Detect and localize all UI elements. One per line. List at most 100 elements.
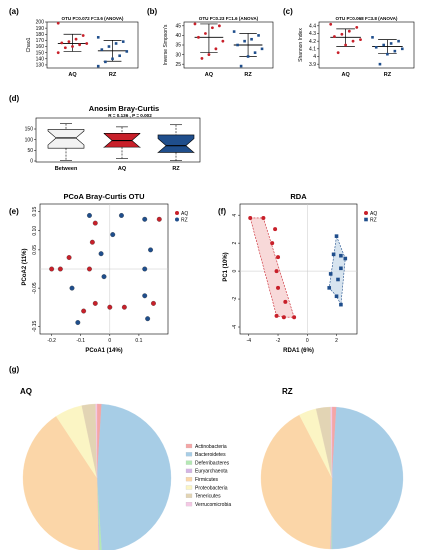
data-point-aq-a — [74, 37, 78, 41]
data-point-rz-f — [334, 294, 339, 299]
data-point-rz-a — [114, 42, 118, 45]
x-tick-label-f: -2 — [276, 338, 281, 344]
data-point-aq-a — [78, 43, 82, 47]
data-point-rz-f — [328, 272, 333, 276]
data-point-aq-c — [355, 25, 359, 29]
y-tick-label-c: 4.3 — [309, 31, 316, 37]
panel-label-b: (b) — [147, 7, 158, 16]
legend-label-actinobacteria-g: Actinobacteria — [195, 444, 227, 450]
y-tick-label-f: 0 — [232, 269, 238, 272]
legend-swatch-tenericutes-g — [185, 493, 193, 498]
data-point-aq-c — [340, 32, 344, 36]
data-point-rz-a — [118, 54, 121, 58]
y-tick-label-e: -0.15 — [32, 320, 38, 332]
data-point-rz-c — [389, 42, 393, 45]
y-axis-label-a: Chao1 — [26, 37, 32, 52]
panel-label-f: (f) — [218, 207, 226, 216]
legend-label-rz-e: RZ — [181, 217, 188, 223]
legend-label-rz-f: RZ — [370, 217, 377, 223]
panel-label-d: (d) — [9, 94, 20, 103]
data-point-aq-c — [336, 51, 340, 55]
data-point-rz-e — [148, 247, 153, 253]
data-point-rz-c — [397, 39, 400, 43]
stat-text-c: OTU P=0.068 F=3.8 (ANOVA) — [336, 16, 398, 21]
box-rz — [157, 134, 195, 154]
data-point-rz-b — [236, 43, 239, 47]
data-point-rz-f — [339, 253, 343, 258]
data-point-aq-e — [107, 304, 113, 310]
y-tick-label-b: 45 — [175, 24, 181, 30]
legend-label-aq-f: AQ — [370, 211, 377, 217]
y-tick-label-a: 180 — [36, 32, 45, 38]
data-point-rz-b — [246, 55, 250, 58]
chart-title-e: PCoA Bray-Curtis OTU — [64, 192, 145, 201]
y-tick-label-b: 40 — [175, 33, 181, 39]
x-category-aq-b: AQ — [205, 72, 214, 78]
pie-title-aq: AQ — [20, 387, 32, 396]
y-tick-label-c: 4 — [313, 54, 316, 60]
data-point-rz-f — [327, 286, 332, 290]
data-point-rz-b — [243, 39, 246, 43]
data-point-aq-f — [276, 285, 281, 290]
data-point-aq-f — [274, 269, 279, 274]
x-tick-label-e: 0 — [108, 338, 111, 344]
legend-label-euryarchaeota-g: Euryarchaeota — [195, 469, 228, 475]
data-point-rz-a — [107, 45, 111, 48]
data-point-rz-f — [331, 252, 336, 257]
data-point-rz-f — [334, 234, 339, 238]
plot-frame-a — [46, 21, 139, 69]
legend-swatch-firmicutes-g — [185, 477, 193, 482]
legend-marker-rz-f — [364, 217, 368, 222]
data-point-aq-f — [273, 227, 278, 232]
data-point-rz-f — [336, 277, 340, 282]
x-category-rz: RZ — [172, 166, 180, 172]
pie-slice-aq-firmicutes — [22, 416, 99, 550]
legend-marker-aq-e — [175, 211, 179, 215]
x-category-aq: AQ — [118, 166, 127, 172]
stat-text-a: OTU P=0.072 F=3.6 (ANOVA) — [62, 16, 124, 21]
data-point-rz-b — [239, 64, 243, 68]
x-tick-label-e: -0.1 — [76, 338, 85, 344]
data-point-aq-a — [81, 34, 85, 37]
data-point-aq-e — [49, 266, 55, 272]
data-point-aq-e — [87, 266, 92, 272]
legend-swatch-deferribacteres-g — [185, 460, 193, 465]
data-point-rz-a — [104, 60, 107, 64]
hull-aq-f — [249, 217, 295, 318]
x-category-rz-a: RZ — [109, 72, 117, 78]
data-point-aq-a — [85, 42, 89, 45]
pie-slice-aq-euryarchaeota — [96, 477, 100, 550]
data-point-aq-b — [214, 47, 218, 51]
data-point-rz-a — [96, 36, 100, 39]
data-point-aq-b — [207, 53, 211, 56]
pie-slice-aq-bacteroidetes — [96, 403, 172, 550]
data-point-aq-e — [151, 300, 156, 306]
data-point-aq-f — [283, 299, 288, 304]
y-tick-label-c: 4.2 — [309, 39, 316, 45]
y-tick-label-b: 30 — [175, 52, 181, 58]
y-tick-label-d: 150 — [25, 127, 34, 133]
y-tick-label-d: 50 — [27, 148, 33, 154]
data-point-aq-e — [92, 300, 98, 306]
y-axis-label-e: PCoA2 (11%) — [22, 248, 28, 285]
data-point-rz-b — [250, 37, 253, 41]
data-point-rz-b — [232, 30, 236, 33]
data-point-aq-b — [211, 26, 214, 30]
legend-swatch-verrucomicrobia-g — [185, 502, 193, 507]
y-tick-label-f: -4 — [232, 325, 238, 330]
data-point-rz-f — [339, 266, 343, 271]
data-point-rz-e — [119, 213, 124, 218]
data-point-aq-b — [197, 35, 200, 39]
data-point-rz-c — [378, 62, 382, 66]
y-axis-label-b: Inverse Simpson's — [163, 24, 169, 65]
data-point-rz-a — [96, 64, 100, 68]
panel-label-c: (c) — [283, 7, 293, 16]
data-point-rz-c — [386, 52, 389, 56]
y-tick-label-f: -2 — [232, 297, 238, 302]
data-point-aq-b — [221, 39, 225, 43]
data-point-aq-c — [359, 38, 362, 42]
data-point-rz-e — [142, 293, 148, 299]
data-point-aq-f — [270, 241, 275, 246]
legend-marker-rz-e — [175, 217, 179, 222]
chart-title-f: RDA — [290, 192, 307, 201]
